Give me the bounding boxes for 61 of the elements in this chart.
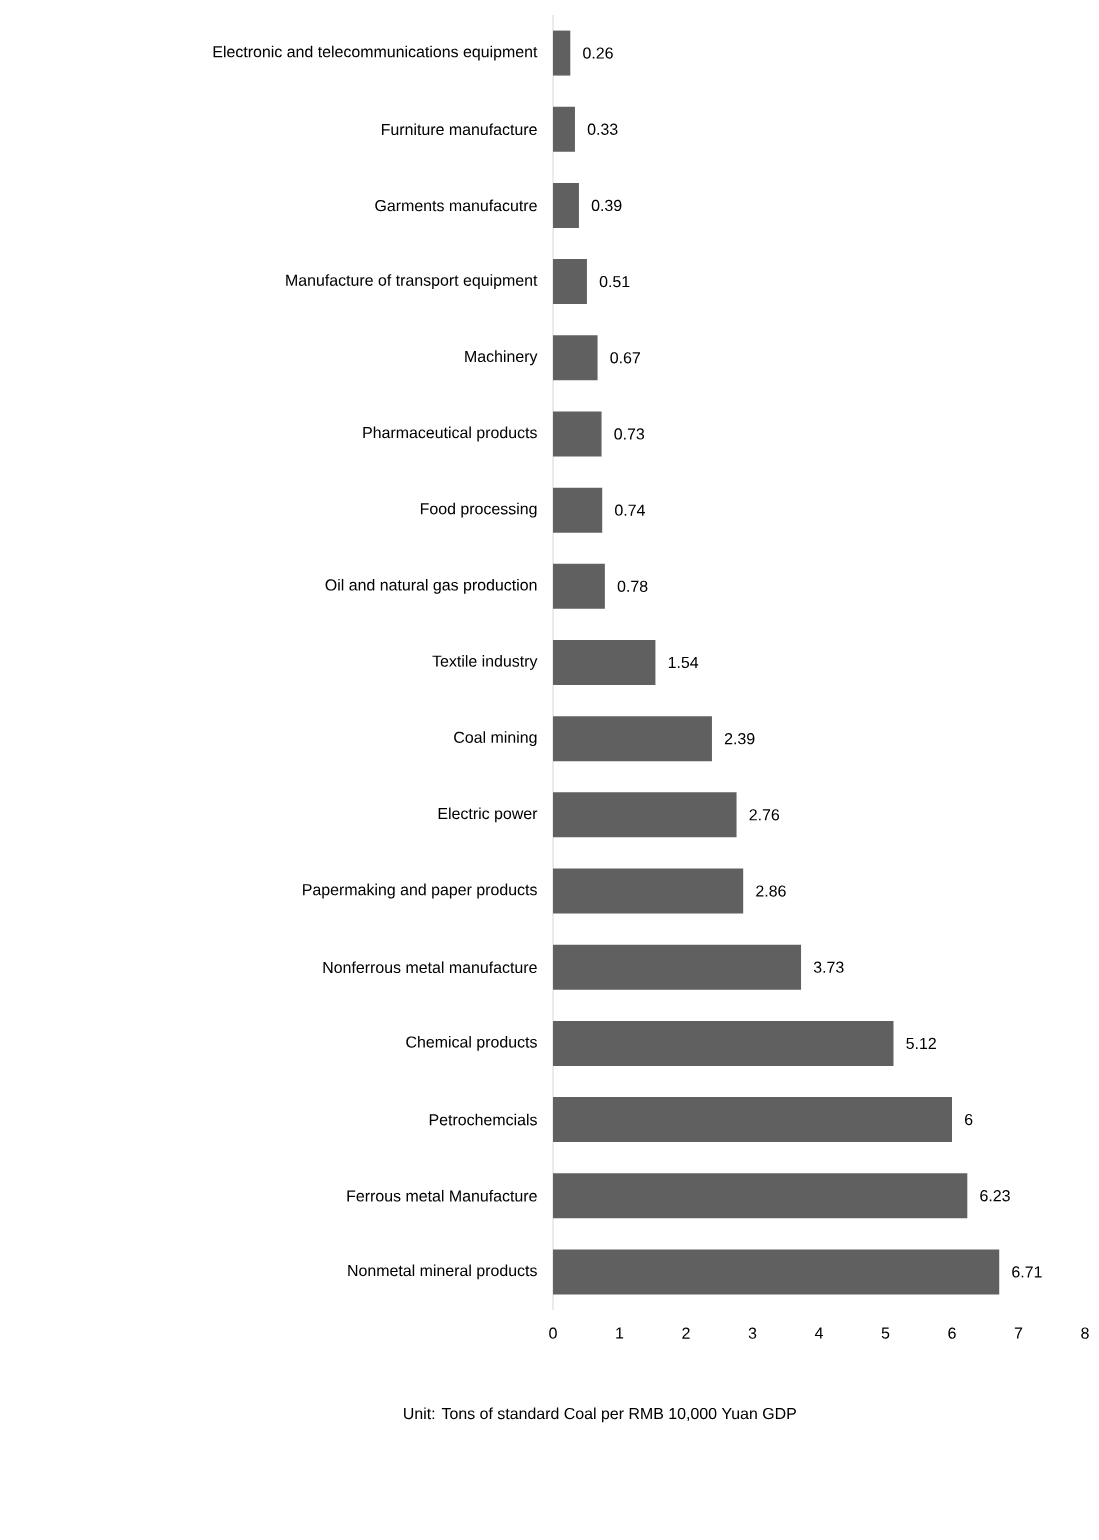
y-tick-label: Chemical products — [406, 1035, 537, 1051]
data-label: 0.73 — [614, 428, 645, 440]
x-tick-label: 5 — [881, 1327, 890, 1339]
bar — [553, 563, 605, 609]
bar — [553, 944, 802, 990]
data-label: 0.74 — [615, 504, 645, 516]
bar — [553, 259, 587, 305]
data-label: 2.76 — [749, 809, 780, 821]
data-label: 0.39 — [591, 199, 622, 212]
bar — [553, 1097, 953, 1143]
bar — [553, 487, 603, 533]
data-label: 1.54 — [668, 656, 699, 669]
bar — [553, 1020, 894, 1066]
data-label: 0.26 — [583, 47, 613, 59]
data-label: 0.67 — [610, 352, 640, 364]
data-label: 0.33 — [587, 123, 618, 135]
data-label: 0.78 — [617, 580, 648, 592]
y-tick-label: Manufacture of transport equipment — [286, 274, 538, 290]
y-tick-label: Papermaking and paper products — [303, 883, 537, 899]
y-tick-label: Oil and natural gas production — [325, 578, 537, 594]
y-tick-label: Pharmaceutical products — [363, 426, 537, 442]
y-tick-label: Food processing — [420, 502, 537, 518]
bar — [553, 1249, 1000, 1295]
x-tick-label: 6 — [948, 1327, 956, 1339]
y-tick-label: Electronic and telecommunications equipment — [213, 45, 538, 61]
data-label: 2.86 — [756, 885, 786, 897]
x-tick-label: 7 — [1014, 1327, 1023, 1339]
data-label: 6.23 — [980, 1190, 1010, 1202]
x-tick-label: 2 — [682, 1327, 690, 1339]
x-tick-label: 1 — [616, 1327, 624, 1339]
y-tick-label: Electric power — [438, 807, 538, 823]
bar — [553, 1173, 968, 1219]
x-tick-label: 8 — [1081, 1327, 1089, 1339]
y-tick-label: Garments manufacutre — [375, 199, 537, 212]
y-tick-label: Textile industry — [432, 655, 538, 670]
data-label: 6.71 — [1012, 1266, 1042, 1278]
x-tick-label: 3 — [748, 1327, 757, 1339]
data-label: 0.51 — [599, 275, 630, 288]
x-tick-label: 0 — [549, 1327, 557, 1339]
bar — [553, 335, 598, 381]
data-label: 6 — [965, 1113, 973, 1126]
bar — [553, 792, 737, 838]
y-tick-label: Machinery — [465, 350, 538, 366]
bar — [553, 30, 571, 76]
data-label: 5.12 — [906, 1037, 936, 1050]
data-label: 3.73 — [813, 961, 844, 973]
y-tick-label: Coal mining — [454, 731, 537, 747]
bar — [553, 106, 575, 152]
bar — [553, 868, 744, 914]
x-axis-title: Unit: Tons of standard Coal per RMB 10,000 Yuan GDP — [404, 1407, 796, 1423]
x-tick-label: 4 — [814, 1327, 823, 1339]
y-tick-label: Nonferrous metal manufacture — [323, 961, 537, 974]
y-tick-label: Ferrous metal Manufacture — [347, 1189, 537, 1202]
data-label: 2.39 — [724, 733, 755, 745]
y-tick-label: Nonmetal mineral products — [348, 1264, 537, 1280]
bar — [553, 182, 579, 228]
y-tick-label: Petrochemcials — [429, 1113, 537, 1126]
bar — [553, 716, 712, 762]
bar — [553, 411, 602, 457]
y-tick-label: Furniture manufacture — [381, 123, 537, 136]
bar — [553, 640, 656, 685]
